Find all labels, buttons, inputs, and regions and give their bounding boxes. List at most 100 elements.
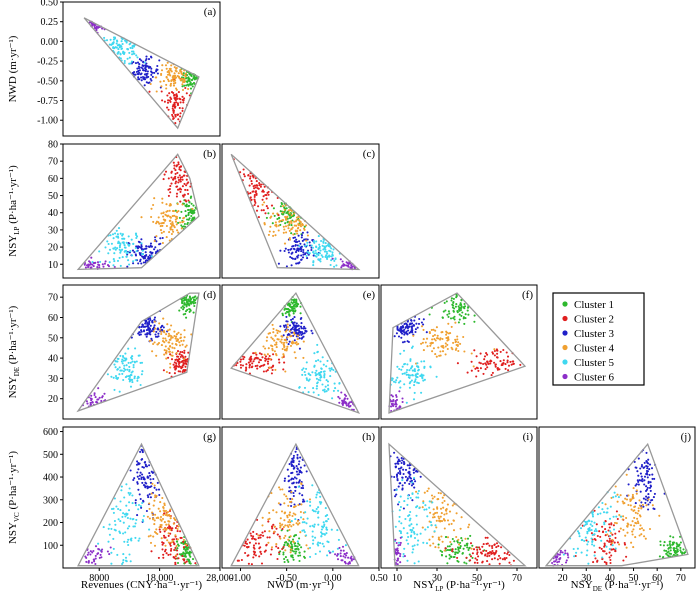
point-cluster-6	[564, 561, 568, 564]
point-cluster-3	[405, 322, 408, 325]
point-cluster-2	[170, 176, 173, 179]
point-cluster-5	[324, 507, 327, 510]
point-cluster-1	[185, 80, 188, 83]
point-cluster-5	[324, 385, 327, 388]
point-cluster-5	[323, 373, 326, 376]
point-cluster-4	[168, 338, 171, 341]
point-cluster-2	[281, 527, 284, 531]
point-cluster-3	[148, 317, 152, 320]
x-tick-label: 70	[676, 573, 686, 584]
point-cluster-4	[631, 493, 634, 496]
point-cluster-6	[92, 265, 95, 268]
point-cluster-2	[253, 203, 256, 207]
point-cluster-3	[154, 333, 157, 336]
point-cluster-2	[256, 364, 259, 367]
point-cluster-4	[284, 215, 287, 218]
point-cluster-5	[129, 250, 132, 253]
point-cluster-4	[175, 215, 178, 218]
point-cluster-4	[172, 230, 175, 233]
point-cluster-3	[157, 332, 160, 335]
point-cluster-5	[425, 508, 428, 511]
point-cluster-6	[399, 543, 402, 546]
point-cluster-2	[488, 544, 491, 547]
point-cluster-3	[415, 469, 418, 472]
point-cluster-3	[151, 251, 154, 254]
point-cluster-2	[162, 178, 165, 181]
point-cluster-2	[182, 540, 185, 543]
point-cluster-2	[177, 370, 180, 373]
point-cluster-2	[173, 543, 176, 546]
point-cluster-2	[486, 353, 489, 356]
x-axis-label-nwd: NWD (m·yr⁻¹)	[267, 579, 334, 591]
convex-hull	[83, 17, 200, 130]
point-cluster-3	[302, 335, 305, 338]
point-cluster-3	[305, 330, 308, 333]
point-cluster-2	[603, 542, 606, 545]
point-cluster-5	[429, 365, 432, 368]
point-cluster-3	[150, 79, 153, 82]
point-cluster-3	[399, 472, 402, 476]
point-cluster-1	[448, 557, 451, 560]
point-cluster-2	[258, 547, 261, 550]
point-cluster-4	[164, 544, 167, 547]
point-cluster-1	[451, 537, 454, 541]
point-cluster-2	[257, 361, 261, 364]
point-cluster-2	[258, 365, 262, 368]
point-cluster-4	[284, 339, 287, 342]
point-cluster-4	[179, 333, 182, 336]
point-cluster-4	[172, 522, 175, 525]
point-cluster-4	[155, 222, 158, 225]
point-cluster-4	[279, 517, 282, 520]
point-cluster-2	[161, 548, 164, 551]
point-cluster-5	[578, 535, 581, 538]
point-cluster-2	[179, 355, 182, 358]
point-cluster-5	[114, 529, 117, 532]
point-cluster-1	[178, 216, 181, 219]
point-cluster-2	[184, 365, 187, 368]
point-cluster-2	[594, 557, 597, 560]
point-cluster-1	[461, 551, 464, 555]
point-cluster-4	[169, 517, 172, 520]
point-cluster-5	[134, 232, 138, 235]
point-cluster-3	[400, 326, 403, 329]
point-cluster-4	[291, 514, 294, 518]
point-cluster-4	[292, 540, 295, 543]
panel-label: (i)	[523, 431, 534, 443]
point-cluster-6	[559, 549, 562, 552]
point-cluster-4	[151, 482, 154, 485]
point-cluster-1	[187, 76, 190, 79]
y-tick-label: 30	[48, 374, 58, 385]
point-cluster-5	[414, 373, 418, 376]
point-cluster-3	[404, 468, 408, 471]
point-cluster-1	[190, 219, 193, 222]
point-cluster-3	[130, 336, 133, 339]
point-cluster-2	[484, 553, 487, 556]
point-cluster-3	[402, 325, 405, 329]
point-cluster-1	[663, 541, 666, 544]
point-cluster-4	[271, 347, 274, 350]
point-cluster-4	[621, 518, 624, 521]
point-cluster-5	[135, 360, 138, 363]
point-cluster-5	[411, 545, 414, 548]
point-cluster-2	[174, 358, 177, 361]
point-cluster-6	[343, 560, 346, 563]
point-cluster-2	[271, 525, 274, 528]
point-cluster-2	[257, 537, 260, 540]
point-cluster-3	[145, 55, 148, 58]
point-cluster-2	[177, 91, 180, 94]
point-cluster-2	[182, 174, 185, 177]
point-cluster-1	[672, 553, 675, 556]
point-cluster-5	[121, 234, 124, 237]
point-cluster-1	[684, 551, 687, 554]
point-cluster-4	[169, 366, 172, 369]
point-cluster-1	[190, 202, 193, 205]
point-cluster-3	[137, 245, 140, 248]
point-cluster-1	[292, 301, 295, 304]
point-cluster-6	[342, 263, 345, 266]
point-cluster-1	[446, 545, 449, 548]
point-cluster-2	[261, 198, 264, 201]
point-cluster-2	[486, 555, 489, 558]
point-cluster-2	[163, 173, 166, 176]
point-cluster-2	[174, 182, 177, 185]
point-cluster-5	[311, 246, 314, 249]
